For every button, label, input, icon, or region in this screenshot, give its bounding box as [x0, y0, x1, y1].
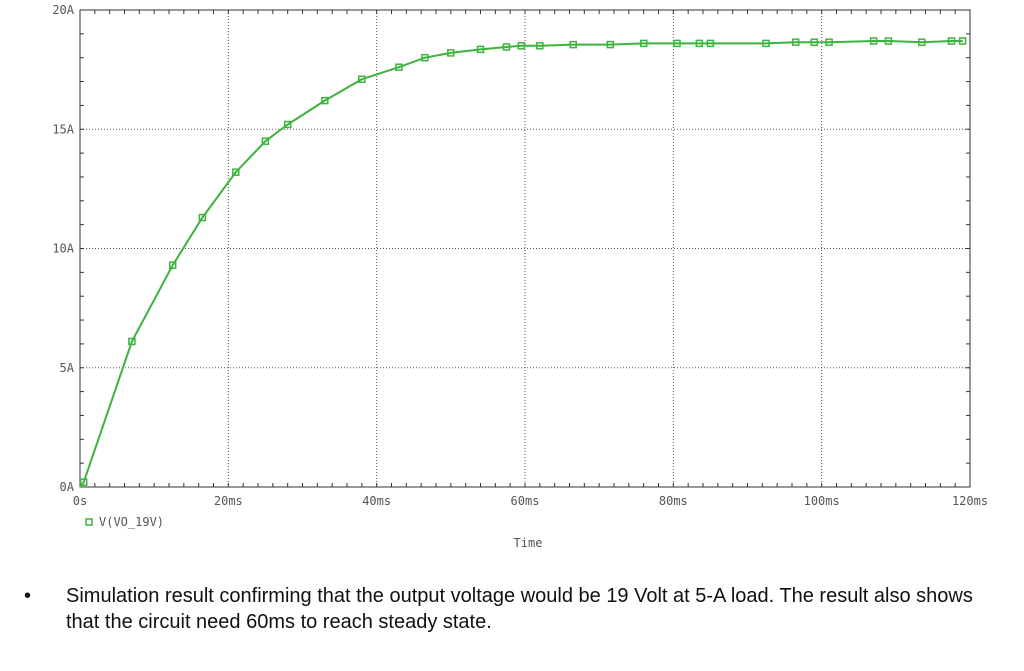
chart-area: 0A 5A 10A 15A 20A 0s 20ms 40ms 60ms 80ms 100ms 120… — [52, 3, 988, 550]
x-tick-label: 20ms — [214, 494, 243, 508]
minor-ticks — [80, 10, 970, 487]
x-tick-label: 120ms — [952, 494, 988, 508]
x-tick-label: 0s — [73, 494, 87, 508]
data-point — [476, 45, 485, 54]
caption-row: • Simulation result confirming that the … — [20, 583, 1010, 635]
data-point — [869, 37, 878, 45]
data-point — [447, 49, 455, 57]
data-point — [958, 37, 967, 45]
grid-lines — [80, 10, 970, 487]
data-point — [261, 137, 270, 145]
data-point — [517, 42, 526, 50]
data-point — [695, 39, 704, 48]
data-point — [706, 39, 715, 48]
data-point — [421, 53, 429, 62]
data-point — [810, 38, 819, 46]
y-tick-label: 10A — [52, 242, 74, 256]
data-point — [825, 38, 833, 46]
data-point — [762, 39, 770, 48]
data-point — [639, 39, 648, 48]
data-point — [168, 261, 177, 269]
legend-marker — [85, 518, 93, 526]
data-point — [321, 96, 329, 105]
simulation-chart: 0A 5A 10A 15A 20A 0s 20ms 40ms 60ms 80ms 100ms 120… — [52, 3, 988, 550]
x-axis-label: Time — [514, 536, 543, 550]
data-point — [128, 337, 136, 346]
y-tick-label: 0A — [60, 480, 75, 494]
x-tick-label: 80ms — [659, 494, 688, 508]
data-point — [395, 63, 403, 71]
x-tick-label: 40ms — [362, 494, 391, 508]
y-tick-label: 15A — [52, 122, 74, 136]
x-tick-labels: 0s 20ms 40ms 60ms 80ms 100ms 120ms — [73, 494, 988, 508]
legend-label: V(VO_19V) — [99, 515, 164, 529]
bullet-point: • — [24, 585, 32, 607]
data-point — [502, 43, 511, 51]
data-point — [673, 39, 681, 48]
data-point — [606, 40, 615, 49]
data-point — [791, 38, 800, 46]
data-point — [198, 213, 207, 222]
y-tick-label: 20A — [52, 3, 74, 17]
data-point — [569, 40, 577, 49]
data-point — [918, 38, 926, 46]
x-tick-label: 100ms — [804, 494, 840, 508]
data-point — [232, 168, 240, 176]
data-point — [884, 37, 893, 45]
x-tick-label: 60ms — [511, 494, 540, 508]
data-point — [947, 37, 956, 45]
legend: V(VO_19V) — [85, 515, 164, 529]
data-point — [358, 75, 366, 83]
caption-text: Simulation result confirming that the ou… — [66, 585, 973, 633]
series-layer — [79, 37, 967, 488]
data-point — [79, 478, 88, 486]
data-point — [283, 120, 292, 129]
y-tick-label: 5A — [60, 361, 75, 375]
plot-frame — [79, 9, 971, 488]
y-tick-labels: 0A 5A 10A 15A 20A — [52, 3, 74, 494]
data-point — [536, 42, 544, 50]
